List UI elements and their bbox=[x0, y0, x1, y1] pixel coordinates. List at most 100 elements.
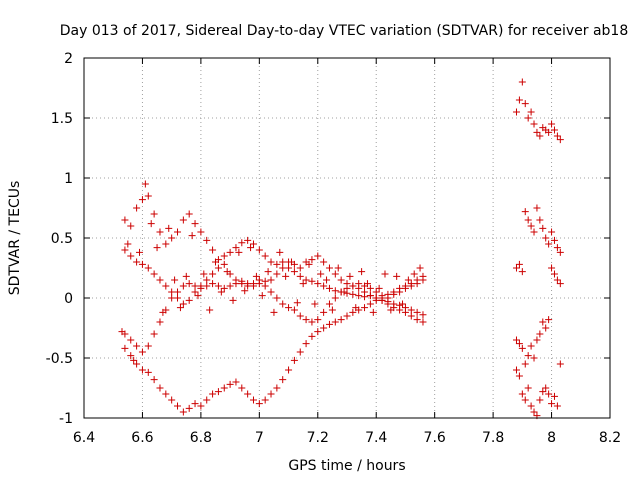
data-point bbox=[273, 260, 281, 268]
data-point bbox=[279, 258, 287, 266]
data-point bbox=[349, 282, 357, 290]
data-point bbox=[539, 388, 547, 396]
data-point bbox=[320, 258, 328, 266]
data-point bbox=[512, 108, 520, 116]
data-point bbox=[536, 216, 544, 224]
data-point bbox=[530, 228, 538, 236]
data-point bbox=[171, 276, 179, 284]
data-point bbox=[252, 272, 260, 280]
data-point bbox=[325, 284, 333, 292]
data-point bbox=[343, 312, 351, 320]
data-point bbox=[545, 240, 553, 248]
data-point bbox=[197, 402, 205, 410]
data-point bbox=[296, 348, 304, 356]
data-point bbox=[512, 336, 520, 344]
series-track-d bbox=[121, 272, 427, 416]
data-point bbox=[363, 280, 371, 288]
data-point bbox=[121, 344, 129, 352]
data-point bbox=[311, 300, 319, 308]
data-point bbox=[214, 388, 222, 396]
data-point bbox=[179, 408, 187, 416]
data-point bbox=[147, 220, 155, 228]
data-point bbox=[261, 396, 269, 404]
data-point bbox=[527, 342, 535, 350]
data-point bbox=[182, 272, 190, 280]
data-point bbox=[273, 384, 281, 392]
data-point bbox=[144, 264, 152, 272]
data-point bbox=[238, 384, 246, 392]
data-point bbox=[138, 366, 146, 374]
data-point bbox=[372, 296, 380, 304]
data-point bbox=[261, 252, 269, 260]
data-point bbox=[328, 306, 336, 314]
series-track-e bbox=[512, 78, 564, 144]
data-point bbox=[545, 390, 553, 398]
data-point bbox=[378, 294, 386, 302]
data-point bbox=[556, 360, 564, 368]
data-point bbox=[407, 306, 415, 314]
data-point bbox=[255, 400, 263, 408]
data-point bbox=[331, 318, 339, 326]
x-tick-label: 7.4 bbox=[365, 430, 387, 446]
data-point bbox=[285, 264, 293, 272]
data-point bbox=[314, 252, 322, 260]
data-point bbox=[349, 290, 357, 298]
data-point bbox=[556, 280, 564, 288]
data-point bbox=[320, 282, 328, 290]
y-tick-label: 2 bbox=[64, 51, 73, 67]
data-point bbox=[308, 332, 316, 340]
data-point bbox=[179, 216, 187, 224]
data-point bbox=[524, 216, 532, 224]
data-point bbox=[244, 236, 252, 244]
data-point bbox=[287, 258, 295, 266]
data-point bbox=[550, 270, 558, 278]
data-point bbox=[533, 204, 541, 212]
y-tick-label: 1.5 bbox=[51, 111, 73, 127]
y-axis-label: SDTVAR / TECUs bbox=[7, 181, 23, 296]
data-point bbox=[203, 396, 211, 404]
data-point bbox=[366, 284, 374, 292]
series-track-c bbox=[121, 252, 427, 356]
data-point bbox=[320, 308, 328, 316]
data-point bbox=[355, 284, 363, 292]
data-point bbox=[267, 276, 275, 284]
data-point bbox=[387, 306, 395, 314]
data-point bbox=[261, 277, 269, 285]
data-point bbox=[150, 210, 158, 218]
series-track-f bbox=[512, 204, 564, 276]
data-point bbox=[203, 276, 211, 284]
data-point bbox=[314, 316, 322, 324]
data-point bbox=[340, 288, 348, 296]
data-point bbox=[349, 308, 357, 316]
x-tick-label: 7.2 bbox=[307, 430, 329, 446]
series-track-g bbox=[512, 264, 564, 368]
data-point bbox=[536, 396, 544, 404]
data-point bbox=[410, 270, 418, 278]
data-point bbox=[361, 288, 369, 296]
data-point bbox=[244, 280, 252, 288]
data-point bbox=[209, 280, 217, 288]
data-point bbox=[133, 204, 141, 212]
data-point bbox=[290, 306, 298, 314]
data-point bbox=[279, 300, 287, 308]
data-point bbox=[168, 396, 176, 404]
data-point bbox=[407, 280, 415, 288]
data-point bbox=[273, 270, 281, 278]
data-point bbox=[553, 132, 561, 140]
data-point bbox=[249, 396, 257, 404]
y-tick-label: 0.5 bbox=[51, 231, 73, 247]
data-point bbox=[229, 296, 237, 304]
data-point bbox=[530, 408, 538, 416]
data-point bbox=[308, 318, 316, 326]
x-tick-label: 7.6 bbox=[424, 430, 446, 446]
data-point bbox=[515, 260, 523, 268]
data-point bbox=[343, 280, 351, 288]
data-point bbox=[413, 308, 421, 316]
data-point bbox=[162, 390, 170, 398]
data-point bbox=[276, 248, 284, 256]
data-point bbox=[521, 360, 529, 368]
data-point bbox=[267, 288, 275, 296]
data-point bbox=[156, 384, 164, 392]
data-point bbox=[536, 132, 544, 140]
data-point bbox=[124, 240, 132, 248]
